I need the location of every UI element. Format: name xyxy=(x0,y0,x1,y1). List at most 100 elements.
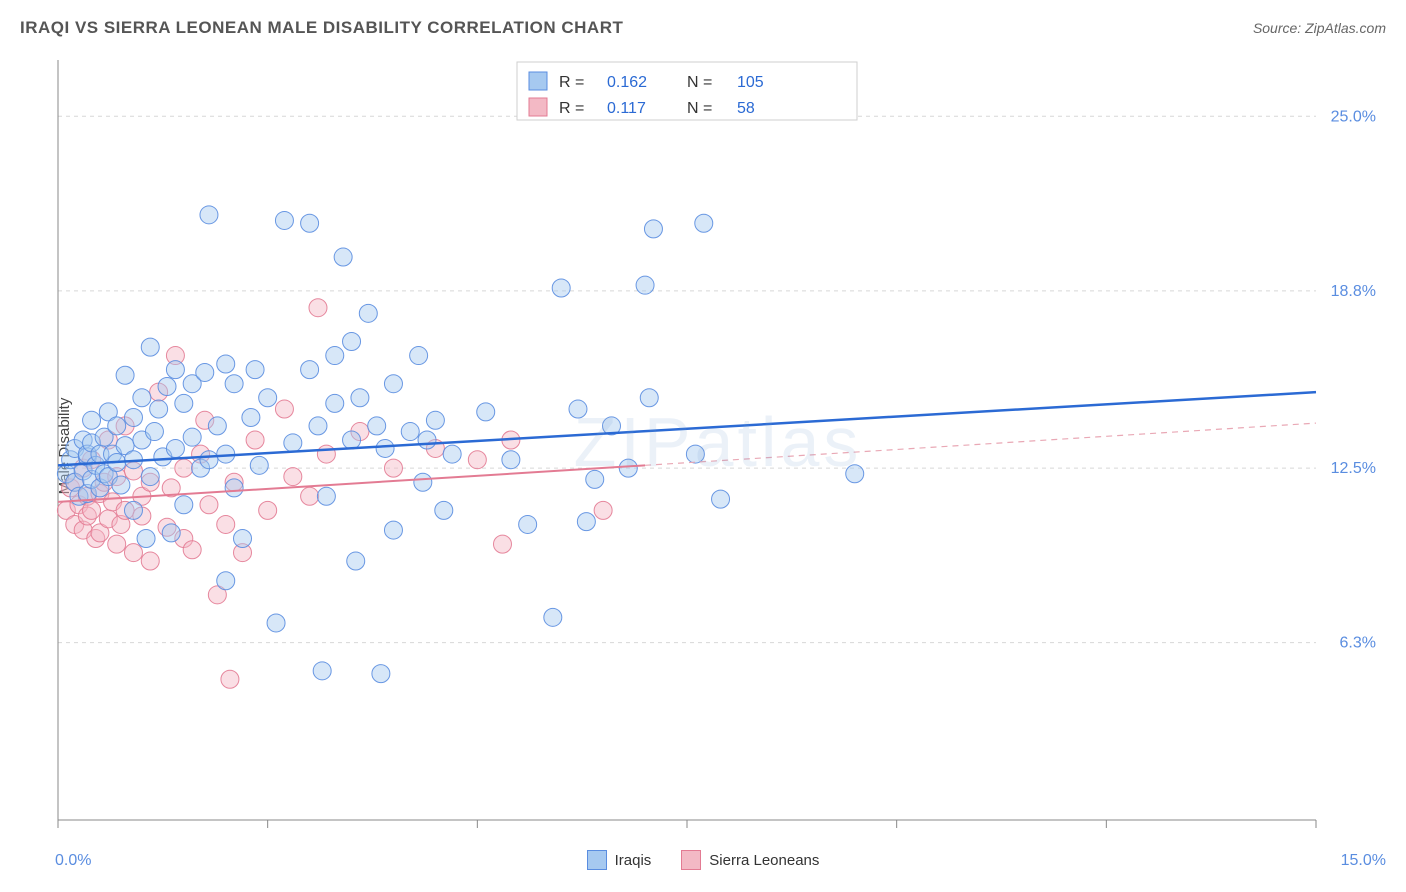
data-point xyxy=(586,470,604,488)
chart-title: IRAQI VS SIERRA LEONEAN MALE DISABILITY … xyxy=(20,18,623,38)
data-point xyxy=(175,394,193,412)
data-point xyxy=(246,361,264,379)
data-point xyxy=(418,431,436,449)
data-point xyxy=(326,394,344,412)
data-point xyxy=(347,552,365,570)
y-tick-label: 12.5% xyxy=(1331,460,1376,477)
data-point xyxy=(686,445,704,463)
data-point xyxy=(435,501,453,519)
data-point xyxy=(619,459,637,477)
data-point xyxy=(162,524,180,542)
data-point xyxy=(468,451,486,469)
data-point xyxy=(309,299,327,317)
data-point xyxy=(175,496,193,514)
data-point xyxy=(166,439,184,457)
y-tick-label: 18.8% xyxy=(1331,283,1376,300)
data-point xyxy=(569,400,587,418)
data-point xyxy=(234,530,252,548)
data-point xyxy=(301,361,319,379)
data-point xyxy=(141,552,159,570)
legend-swatch xyxy=(681,850,701,870)
data-point xyxy=(284,468,302,486)
legend-item: Sierra Leoneans xyxy=(681,850,819,870)
trendline-sierra-leoneans-ext xyxy=(645,423,1316,465)
data-point xyxy=(175,459,193,477)
data-point xyxy=(384,375,402,393)
data-point xyxy=(83,411,101,429)
data-point xyxy=(217,355,235,373)
data-point xyxy=(108,535,126,553)
legend-stat-label: R = xyxy=(559,100,584,117)
data-point xyxy=(712,490,730,508)
legend-n-value: 105 xyxy=(737,74,764,91)
data-point xyxy=(301,214,319,232)
data-point xyxy=(368,417,386,435)
data-point xyxy=(108,417,126,435)
data-point xyxy=(309,417,327,435)
data-point xyxy=(200,206,218,224)
legend-r-value: 0.117 xyxy=(607,100,646,117)
data-point xyxy=(141,338,159,356)
data-point xyxy=(410,347,428,365)
data-point xyxy=(636,276,654,294)
data-point xyxy=(158,378,176,396)
data-point xyxy=(112,476,130,494)
data-point xyxy=(124,408,142,426)
data-point xyxy=(334,248,352,266)
data-point xyxy=(502,451,520,469)
data-point xyxy=(552,279,570,297)
data-point xyxy=(326,347,344,365)
data-point xyxy=(183,541,201,559)
data-point xyxy=(544,608,562,626)
data-point xyxy=(313,662,331,680)
data-point xyxy=(137,530,155,548)
data-point xyxy=(317,445,335,463)
source-credit: Source: ZipAtlas.com xyxy=(1253,20,1386,36)
data-point xyxy=(846,465,864,483)
data-point xyxy=(83,501,101,519)
data-point xyxy=(384,521,402,539)
data-point xyxy=(284,434,302,452)
data-point xyxy=(196,363,214,381)
data-point xyxy=(124,544,142,562)
legend-r-value: 0.162 xyxy=(607,74,647,91)
footer-legend: Iraqis Sierra Leoneans xyxy=(0,850,1406,870)
legend-swatch xyxy=(529,72,547,90)
data-point xyxy=(695,214,713,232)
chart-area: 6.3%12.5%18.8%25.0%R =0.162N =105R =0.11… xyxy=(50,52,1386,832)
data-point xyxy=(145,423,163,441)
data-point xyxy=(166,361,184,379)
data-point xyxy=(225,375,243,393)
data-point xyxy=(259,501,277,519)
data-point xyxy=(477,403,495,421)
data-point xyxy=(414,473,432,491)
data-point xyxy=(372,665,390,683)
data-point xyxy=(359,304,377,322)
data-point xyxy=(275,211,293,229)
y-tick-label: 25.0% xyxy=(1331,108,1376,125)
data-point xyxy=(246,431,264,449)
legend-stat-label: N = xyxy=(687,100,712,117)
data-point xyxy=(133,389,151,407)
data-point xyxy=(644,220,662,238)
data-point xyxy=(275,400,293,418)
legend-item: Iraqis xyxy=(587,850,652,870)
legend-stat-label: N = xyxy=(687,74,712,91)
data-point xyxy=(141,468,159,486)
data-point xyxy=(116,366,134,384)
data-point xyxy=(401,423,419,441)
data-point xyxy=(124,501,142,519)
data-point xyxy=(217,572,235,590)
data-point xyxy=(217,515,235,533)
data-point xyxy=(225,479,243,497)
legend-stat-label: R = xyxy=(559,74,584,91)
legend-swatch xyxy=(587,850,607,870)
data-point xyxy=(259,389,277,407)
data-point xyxy=(343,332,361,350)
data-point xyxy=(200,496,218,514)
data-point xyxy=(183,428,201,446)
data-point xyxy=(426,411,444,429)
data-point xyxy=(242,408,260,426)
legend-label: Sierra Leoneans xyxy=(709,852,819,869)
title-bar: IRAQI VS SIERRA LEONEAN MALE DISABILITY … xyxy=(20,18,1386,38)
